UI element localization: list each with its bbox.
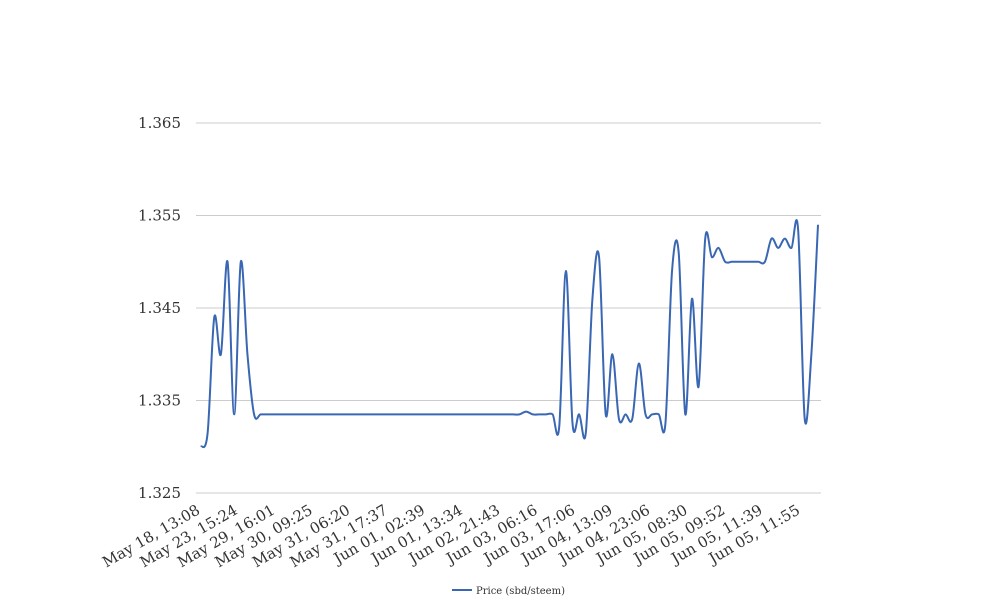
legend-label: Price (sbd/steem) xyxy=(476,586,565,597)
gridlines xyxy=(196,122,821,494)
y-axis: 1.325 1.335 1.345 1.355 1.365 xyxy=(138,114,181,502)
y-tick-label: 1.335 xyxy=(138,392,181,410)
y-tick-label: 1.355 xyxy=(138,207,181,225)
series-line xyxy=(200,219,819,449)
legend[interactable]: Price (sbd/steem) xyxy=(452,586,565,597)
y-tick-label: 1.325 xyxy=(138,484,181,502)
y-tick-label: 1.345 xyxy=(138,299,181,317)
y-tick-label: 1.365 xyxy=(138,114,181,132)
series-layer xyxy=(200,219,819,449)
